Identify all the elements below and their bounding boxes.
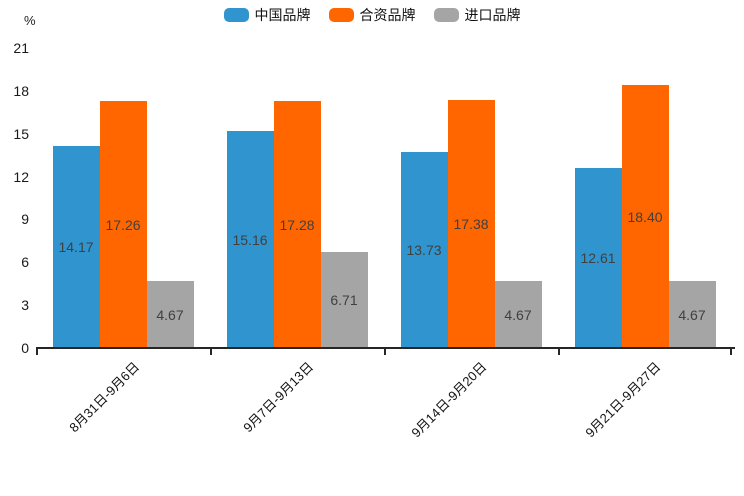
bar-合资品牌-3: 18.40	[621, 85, 669, 348]
bar-group-3: 12.61 18.40 4.67	[558, 48, 732, 348]
bar-group-2: 13.73 17.38 4.67	[384, 48, 558, 348]
bar-value-label: 4.67	[156, 306, 184, 323]
y-tick-label: 12	[13, 168, 29, 185]
x-axis-tick	[384, 349, 386, 355]
y-tick-label: 6	[21, 254, 29, 271]
bar-value-label: 13.73	[406, 241, 442, 258]
bar-进口品牌-0: 4.67	[146, 281, 194, 348]
legend-item-1[interactable]: 合资品牌	[328, 7, 416, 23]
x-axis-tick	[36, 349, 38, 355]
legend: 中国品牌 合资品牌 进口品牌	[0, 7, 744, 23]
bar-进口品牌-1: 6.71	[320, 252, 368, 348]
y-tick-label: 15	[13, 125, 29, 142]
bar-value-label: 6.71	[330, 292, 358, 309]
y-tick-label: 21	[13, 40, 29, 56]
y-axis-unit-label: %	[24, 13, 36, 28]
y-tick-label: 18	[13, 82, 29, 99]
x-axis-tick	[210, 349, 212, 355]
x-tick-label-2: 9月14日-9月20日	[408, 359, 490, 441]
bar-value-label: 4.67	[678, 306, 706, 323]
bar-group-1: 15.16 17.28 6.71	[210, 48, 384, 348]
y-tick-label: 0	[21, 340, 29, 356]
bar-value-label: 17.28	[279, 216, 315, 233]
bar-合资品牌-2: 17.38	[447, 99, 495, 348]
bar-进口品牌-3: 4.67	[668, 281, 716, 348]
bar-value-label: 14.17	[58, 238, 94, 255]
legend-swatch	[433, 8, 459, 22]
bar-中国品牌-3: 12.61	[574, 167, 622, 348]
legend-swatch	[223, 8, 249, 22]
legend-item-0[interactable]: 中国品牌	[223, 7, 311, 23]
x-tick-label-1: 9月7日-9月13日	[239, 359, 316, 436]
legend-swatch	[328, 8, 354, 22]
x-axis-tick	[730, 349, 732, 355]
legend-label: 进口品牌	[464, 7, 521, 23]
bar-合资品牌-1: 17.28	[273, 101, 321, 348]
legend-label: 合资品牌	[359, 7, 416, 23]
bar-中国品牌-1: 15.16	[226, 131, 274, 348]
bar-value-label: 12.61	[580, 249, 616, 266]
plot-area: 14.17 17.26 4.67 15.16 17.28 6.71 13.73 17.38 4.…	[36, 48, 732, 348]
bar-中国品牌-2: 13.73	[400, 151, 448, 348]
bar-进口品牌-2: 4.67	[494, 281, 542, 348]
legend-item-2[interactable]: 进口品牌	[433, 7, 521, 23]
x-axis-line	[36, 347, 735, 349]
x-tick-label-3: 9月21日-9月27日	[582, 359, 664, 441]
bar-group-0: 14.17 17.26 4.67	[36, 48, 210, 348]
bar-value-label: 4.67	[504, 306, 532, 323]
bar-value-label: 18.40	[627, 208, 663, 225]
bar-中国品牌-0: 14.17	[52, 145, 100, 348]
x-axis-tick	[558, 349, 560, 355]
bar-value-label: 17.26	[105, 216, 141, 233]
x-tick-label-0: 8月31日-9月6日	[65, 359, 142, 436]
y-tick-label: 9	[21, 211, 29, 228]
bar-合资品牌-0: 17.26	[99, 101, 147, 348]
y-tick-label: 3	[21, 297, 29, 314]
bar-value-label: 15.16	[232, 231, 268, 248]
bar-value-label: 17.38	[453, 215, 489, 232]
legend-label: 中国品牌	[254, 7, 311, 23]
